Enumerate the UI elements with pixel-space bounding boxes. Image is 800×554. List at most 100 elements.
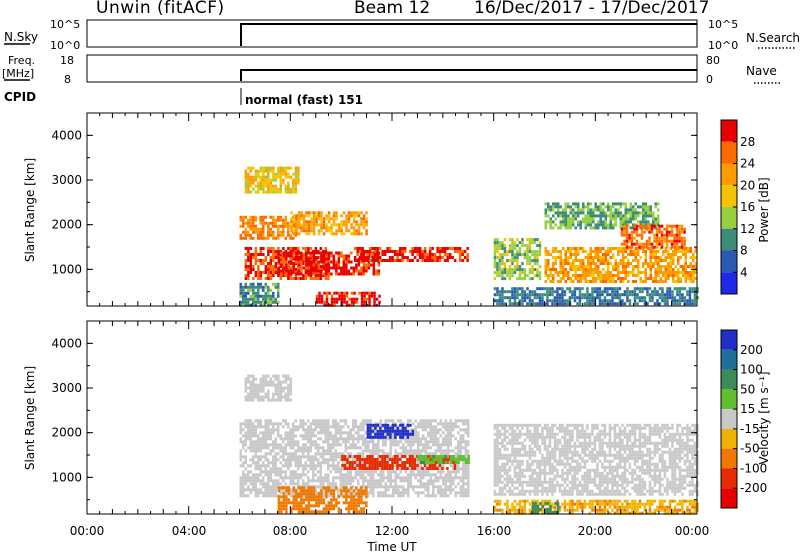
data-cell (422, 428, 425, 432)
data-cell (640, 230, 644, 234)
data-cell (536, 287, 539, 291)
data-cell (249, 476, 252, 480)
data-cell (342, 269, 346, 273)
data-cell (614, 265, 617, 268)
data-cell (280, 251, 283, 255)
data-cell (419, 473, 422, 477)
data-cell (277, 187, 280, 191)
data-cell (409, 467, 412, 471)
data-cell (587, 211, 590, 215)
data-cell (644, 202, 647, 206)
data-cell (262, 300, 265, 304)
data-cell (330, 229, 333, 233)
data-cell (622, 247, 625, 250)
data-cell (541, 302, 544, 306)
data-cell (544, 226, 547, 230)
data-cell (407, 449, 410, 453)
data-cell (372, 470, 375, 474)
data-cell (526, 287, 529, 291)
data-cell (277, 473, 280, 477)
data-cell (586, 296, 589, 300)
data-cell (642, 217, 645, 221)
data-cell (511, 262, 514, 266)
data-cell (264, 175, 268, 179)
data-cell (381, 259, 384, 262)
data-cell (272, 494, 275, 498)
data-cell (310, 211, 313, 215)
data-cell (496, 290, 499, 294)
data-cell (254, 485, 257, 489)
data-cell (257, 268, 260, 271)
data-cell (538, 299, 542, 303)
data-cell (332, 437, 335, 441)
data-cell (501, 299, 504, 303)
data-cell (304, 277, 308, 280)
data-cell (360, 294, 364, 298)
data-cell (397, 476, 400, 480)
data-cell (292, 458, 295, 462)
data-cell (625, 245, 629, 249)
data-cell (434, 425, 437, 429)
data-cell (259, 227, 262, 231)
data-cell (552, 250, 555, 253)
data-cell (324, 476, 327, 480)
data-cell (645, 224, 649, 228)
data-cell (373, 256, 377, 259)
data-cell (305, 254, 308, 258)
data-cell (644, 226, 647, 230)
data-cell (579, 277, 582, 280)
data-cell (552, 247, 555, 250)
data-cell (513, 244, 517, 248)
data-cell (664, 259, 667, 262)
data-cell (604, 262, 607, 265)
data-cell (414, 485, 417, 489)
data-cell (356, 253, 359, 256)
data-cell (604, 259, 607, 262)
data-cell (394, 479, 397, 483)
data-cell (417, 437, 420, 441)
data-cell (264, 440, 267, 444)
data-cell (462, 476, 465, 480)
data-cell (267, 227, 270, 231)
data-cell (666, 293, 669, 297)
data-cell (409, 440, 412, 444)
data-cell (523, 250, 527, 254)
data-cell (583, 296, 587, 300)
data-cell (274, 398, 278, 402)
data-cell (582, 259, 585, 262)
data-cell (447, 428, 450, 432)
data-cell (670, 233, 674, 237)
data-cell (403, 256, 407, 259)
data-cell (252, 256, 255, 259)
data-cell (244, 395, 248, 399)
data-cell (654, 268, 657, 271)
data-cell (674, 253, 677, 256)
data-cell (523, 268, 527, 272)
data-cell (417, 485, 420, 489)
data-cell (438, 256, 442, 259)
data-cell (579, 220, 582, 224)
data-cell (656, 290, 659, 294)
data-cell (257, 473, 260, 477)
data-cell (252, 422, 255, 426)
data-cell (493, 287, 497, 291)
data-cell (330, 492, 333, 496)
data-cell (647, 208, 650, 212)
data-cell (284, 215, 287, 219)
data-cell (584, 220, 587, 224)
data-cell (607, 280, 610, 283)
data-cell (528, 299, 532, 303)
data-cell (289, 431, 292, 435)
data-cell (409, 476, 412, 480)
data-cell (312, 504, 316, 508)
data-cell (257, 455, 260, 459)
data-cell (419, 476, 422, 480)
data-cell (334, 437, 337, 441)
data-cell (407, 485, 410, 489)
data-cell (249, 479, 252, 483)
data-cell (459, 446, 462, 450)
data-cell (287, 434, 290, 438)
data-cell (457, 431, 460, 435)
data-cell (350, 223, 353, 227)
data-cell (446, 247, 449, 250)
